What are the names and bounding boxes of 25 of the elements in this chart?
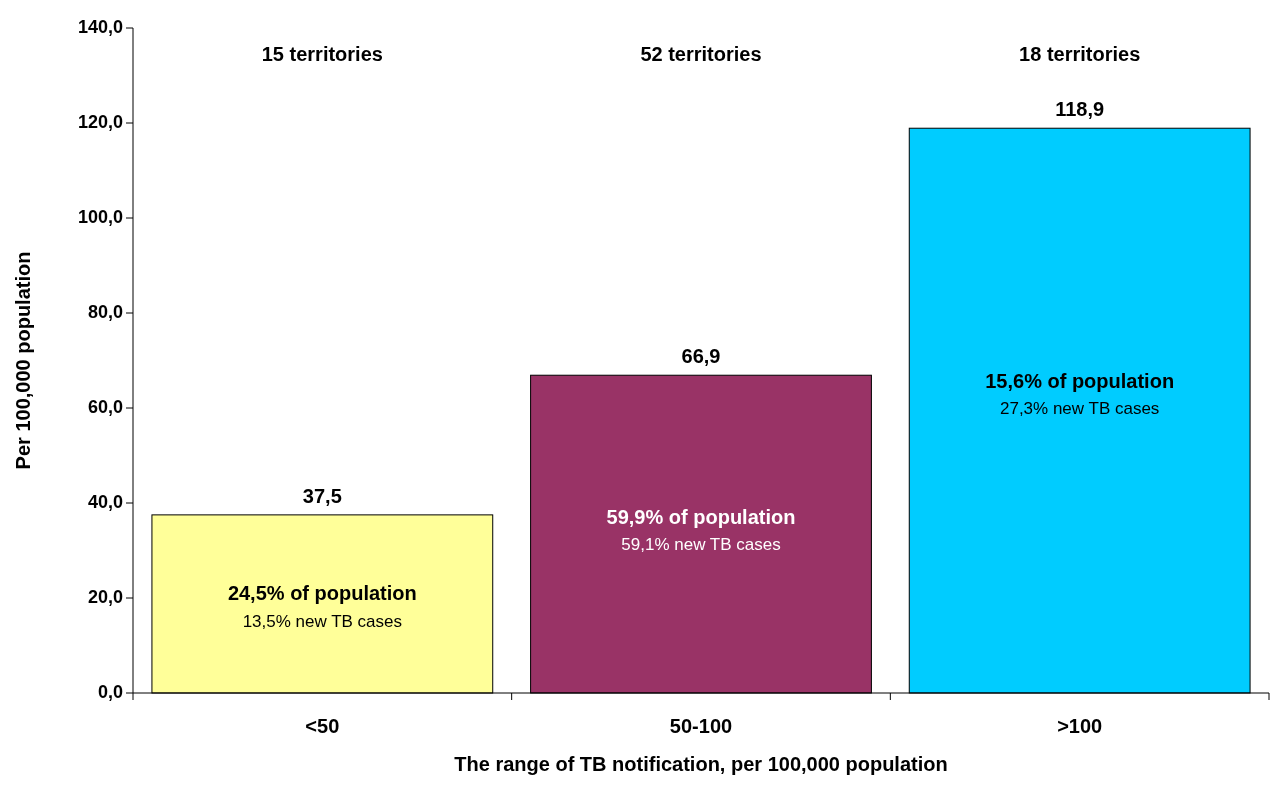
annotation: 59,1% new TB cases	[621, 534, 781, 554]
data-label: 37,5	[302, 484, 342, 507]
y-tick-label: 60,0	[87, 396, 123, 417]
y-tick-label: 40,0	[87, 491, 123, 512]
x-tick-label: 50-100	[669, 715, 733, 737]
annotation: 18 territories	[1019, 43, 1141, 66]
y-tick-label: 80,0	[87, 301, 123, 322]
annotation: 27,3% new TB cases	[999, 398, 1160, 418]
annotation: 15,6% of population	[985, 369, 1175, 392]
annotation: 52 territories	[640, 43, 762, 66]
data-label: 118,9	[1055, 98, 1105, 121]
y-tick-label: 20,0	[87, 586, 123, 607]
y-axis-title: Per 100,000 population	[12, 251, 34, 470]
data-label: 66,9	[681, 345, 721, 368]
x-tick-label: <50	[305, 715, 340, 737]
y-tick-label: 100,0	[77, 206, 123, 227]
y-tick-label: 140,0	[77, 16, 123, 37]
annotation: 15 territories	[261, 43, 383, 66]
y-tick-label: 120,0	[77, 111, 123, 132]
annotation: 24,5% of population	[227, 582, 417, 605]
annotation: 59,9% of population	[606, 505, 796, 528]
x-axis-title: The range of TB notification, per 100,000 population	[454, 753, 948, 775]
x-tick-label: >100	[1057, 715, 1103, 737]
annotation: 13,5% new TB cases	[242, 611, 403, 631]
y-tick-label: 0,0	[97, 681, 123, 702]
